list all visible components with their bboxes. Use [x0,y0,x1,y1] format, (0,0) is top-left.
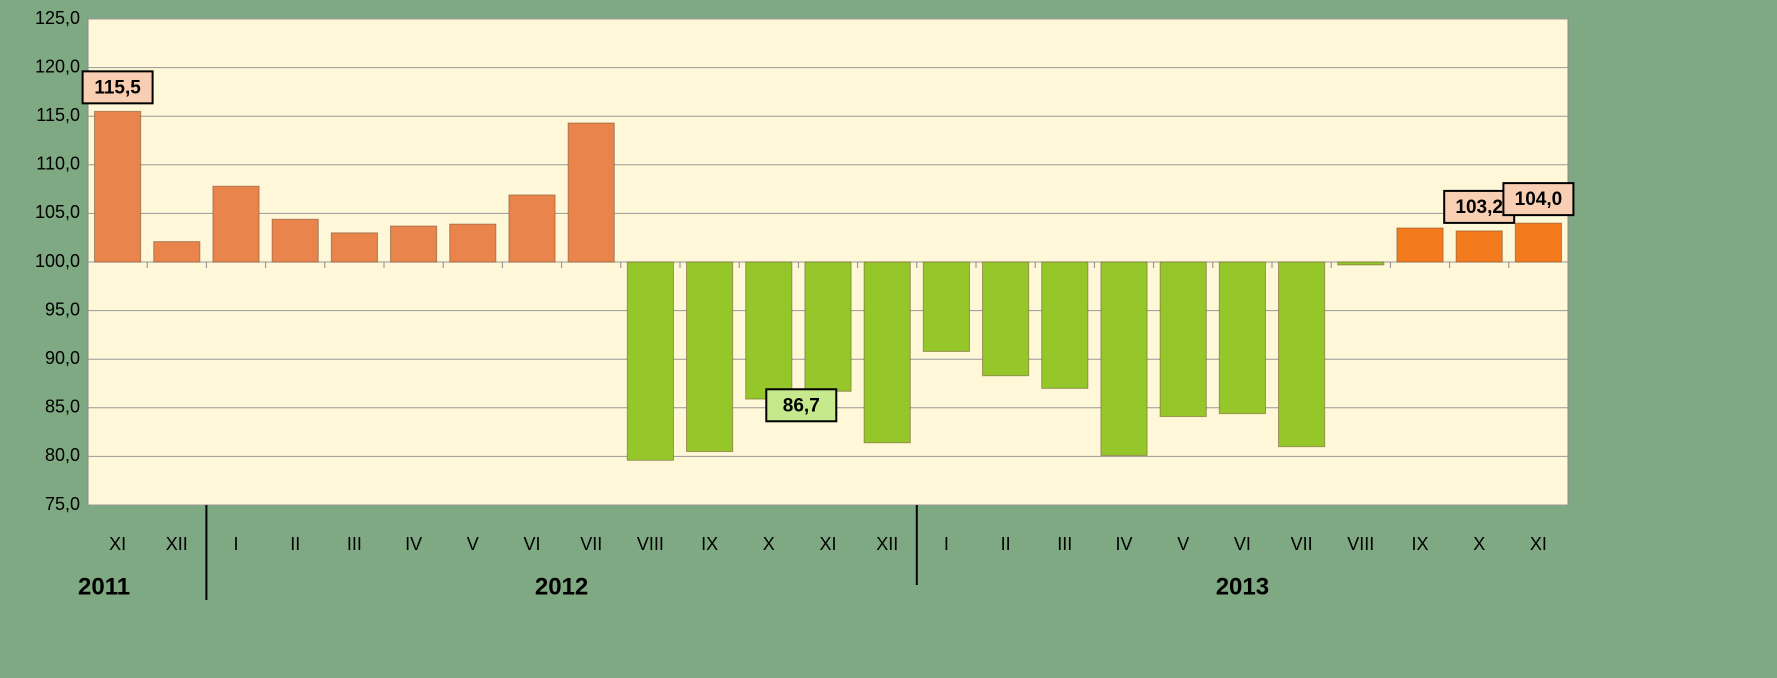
x-tick-label: I [944,534,949,554]
y-tick-label: 85,0 [45,397,80,417]
bar [390,225,438,263]
y-tick-label: 110,0 [36,154,80,174]
value-label-box [1502,182,1575,217]
x-tick-label: VI [1234,534,1251,554]
y-tick-label: 95,0 [45,299,80,319]
x-tick-label: VIII [1347,534,1374,554]
bar [212,185,260,263]
bar [804,261,852,392]
bar [1337,261,1385,266]
x-tick-label: VIII [637,534,664,554]
x-tick-label: XI [819,534,836,554]
bar [508,194,556,263]
x-tick-label: II [290,534,300,554]
y-tick-label: 125,0 [35,8,80,28]
x-tick-label: IV [1115,534,1132,554]
x-tick-label: XII [166,534,188,554]
x-tick-label: IX [1411,534,1428,554]
x-tick-label: IX [701,534,718,554]
value-label-box [765,388,838,423]
bar [863,261,911,444]
value-label-box [81,70,154,105]
x-tick-label: V [1177,534,1189,554]
bar [1218,261,1266,415]
y-tick-label: 115,0 [36,105,80,125]
x-tick-label: VII [1291,534,1313,554]
x-tick-label: VI [523,534,540,554]
bar [1100,261,1148,456]
x-tick-label: II [1001,534,1011,554]
x-tick-label: X [763,534,775,554]
x-tick-label: I [233,534,238,554]
bar [153,241,201,263]
y-tick-label: 75,0 [45,494,80,514]
bar [626,261,674,461]
bar [745,261,793,400]
y-tick-label: 90,0 [45,348,80,368]
bar [1159,261,1207,418]
x-tick-label: IV [405,534,422,554]
bar [449,223,497,263]
year-label: 2013 [1216,573,1269,600]
bar [982,261,1030,377]
x-tick-label: XII [876,534,898,554]
value-label: 104,0 [1515,189,1563,210]
bar [686,261,734,453]
y-tick-label: 105,0 [35,202,80,222]
bar [271,218,319,263]
bar [1041,261,1089,389]
bar [1455,230,1503,263]
x-tick-label: V [467,534,479,554]
bar [94,110,142,263]
value-label: 103,2 [1455,197,1503,218]
bar [1278,261,1326,448]
year-label: 2012 [535,573,588,600]
bar [1514,222,1562,263]
bar [330,232,378,263]
x-tick-label: XI [109,534,126,554]
x-tick-label: VII [580,534,602,554]
x-tick-label: III [347,534,362,554]
x-tick-label: III [1057,534,1072,554]
bar [1396,227,1444,263]
y-tick-label: 80,0 [45,445,80,465]
x-tick-label: X [1473,534,1485,554]
year-label: 2011 [78,573,130,600]
y-tick-label: 100,0 [35,251,80,271]
value-label: 86,7 [783,395,820,416]
y-tick-label: 120,0 [35,56,80,76]
bar [922,261,970,352]
bar [567,122,615,263]
value-label: 115,5 [94,77,141,98]
x-tick-label: XI [1530,534,1547,554]
